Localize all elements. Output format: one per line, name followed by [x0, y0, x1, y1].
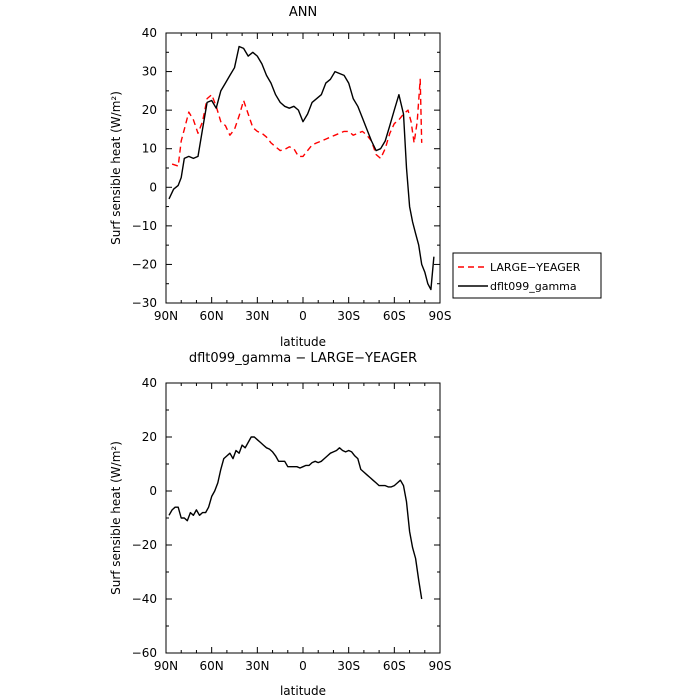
chart-1-x-tick-label: 90S — [429, 309, 452, 323]
chart-1-frame — [165, 32, 441, 304]
chart-2-x-tick-label: 30S — [337, 659, 360, 673]
chart-2-title: dflt099_gamma − LARGE−YEAGER — [189, 351, 417, 366]
chart-1-plot-area: 90N 60N 30N 0 30S 60S 90S −30 −20 −10 0 10 20 30 40 — [132, 26, 452, 323]
chart-1-y-tick-label: −30 — [132, 296, 157, 310]
legend-label-dflt099-gamma: dflt099_gamma — [490, 280, 577, 293]
chart-2-x-tick-label: 90S — [429, 659, 452, 673]
chart-1-y-tick-label: 30 — [142, 65, 157, 79]
legend-label-large-yeager: LARGE−YEAGER — [490, 261, 581, 274]
legend-box — [452, 252, 602, 299]
chart-2-x-tick-label: 60N — [200, 659, 224, 673]
chart-1-y-axis-label: Surf sensible heat (W/m²) — [109, 91, 123, 245]
chart-2-y-tick-label: 20 — [142, 430, 157, 444]
chart-1-x-tick-label: 60N — [200, 309, 224, 323]
chart-2-y-tick-label: 40 — [142, 376, 157, 390]
chart-1-x-tick-label: 30S — [337, 309, 360, 323]
chart-1-y-tick-label: 40 — [142, 26, 157, 40]
chart-2-series-line — [168, 436, 423, 600]
chart-1-x-tick-label: 0 — [299, 309, 307, 323]
chart-1-legend: LARGE−YEAGER dflt099_gamma — [452, 252, 602, 299]
chart-1-y-tick-label: 0 — [149, 180, 157, 194]
chart-1-y-tick-label: −20 — [132, 257, 157, 271]
chart-2-x-tick-label: 90N — [154, 659, 178, 673]
chart-1-y-tick-label: 10 — [142, 142, 157, 156]
chart-2-y-axis-label: Surf sensible heat (W/m²) — [109, 441, 123, 595]
chart-2-y-tick-label: −40 — [132, 592, 157, 606]
chart-2-frame — [165, 382, 441, 654]
chart-1-y-tick-label: −10 — [132, 219, 157, 233]
chart-1-x-tick-label: 60S — [383, 309, 406, 323]
chart-2-x-tick-label: 0 — [299, 659, 307, 673]
chart-1-x-tick-label: 30N — [245, 309, 269, 323]
chart-1-title: ANN — [289, 5, 317, 20]
chart-1-series-line-dflt099-gamma — [168, 45, 435, 291]
chart-1-x-axis-label: latitude — [280, 335, 326, 349]
chart-2-x-tick-label: 60S — [383, 659, 406, 673]
chart-2-y-tick-label: −60 — [132, 646, 157, 660]
chart-2-y-tick-label: 0 — [149, 484, 157, 498]
chart-1-series-line-large-yeager — [171, 78, 423, 167]
chart-2-y-tick-label: −20 — [132, 538, 157, 552]
chart-1-x-tick-label: 90N — [154, 309, 178, 323]
chart-2-x-axis-label: latitude — [280, 684, 326, 698]
chart-2-plot-area: 90N 60N 30N 0 30S 60S 90S −60 −40 −20 0 20 40 — [132, 376, 452, 673]
chart-1-y-tick-label: 20 — [142, 103, 157, 117]
chart-2-x-tick-label: 30N — [245, 659, 269, 673]
